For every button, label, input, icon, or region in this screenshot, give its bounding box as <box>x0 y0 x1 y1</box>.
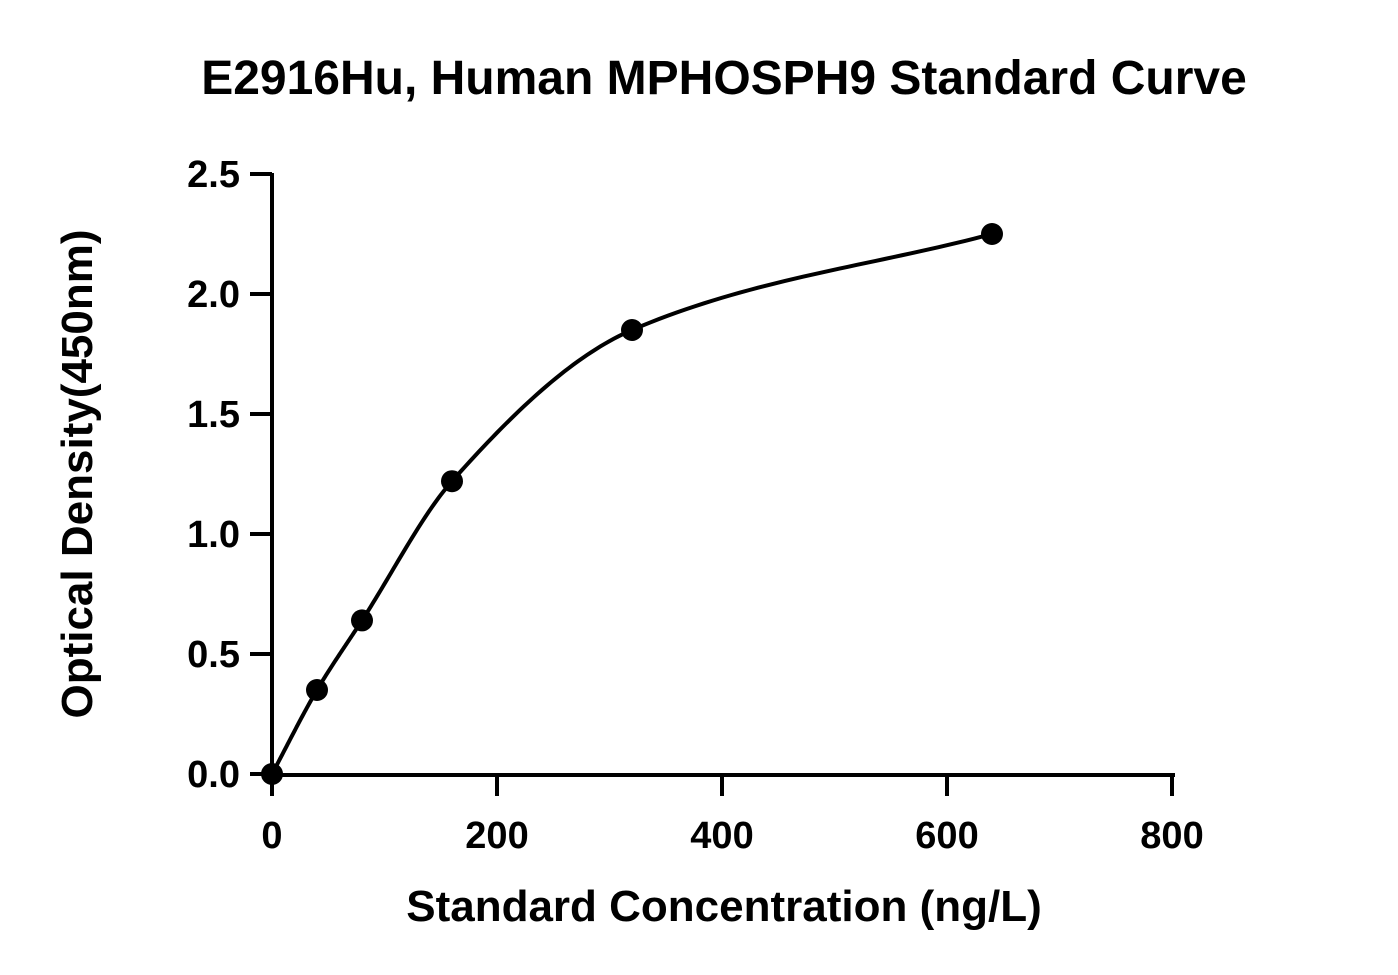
data-point <box>261 763 283 785</box>
data-point <box>441 470 463 493</box>
data-points <box>261 223 1003 785</box>
data-point <box>306 679 328 701</box>
x-tick-label: 200 <box>465 815 528 857</box>
data-point <box>351 609 373 632</box>
y-tick-label: 1.0 <box>187 514 240 556</box>
y-tick-label: 0.0 <box>187 754 240 796</box>
x-tick-label: 800 <box>1140 815 1203 857</box>
x-tick-label: 600 <box>915 815 978 857</box>
x-ticks: 0 200 400 600 800 <box>261 775 1204 857</box>
data-point <box>981 223 1003 245</box>
axes <box>270 173 1175 777</box>
y-tick-label: 0.5 <box>187 634 240 676</box>
fit-curve <box>270 232 993 775</box>
x-tick-label: 400 <box>690 815 753 857</box>
y-tick-label: 2.5 <box>187 154 240 196</box>
y-tick-label: 1.5 <box>187 394 240 436</box>
data-point <box>621 319 643 341</box>
chart-title: E2916Hu, Human MPHOSPH9 Standard Curve <box>201 52 1247 105</box>
y-axis-label: Optical Density(450nm) <box>53 229 102 718</box>
y-tick-label: 2.0 <box>187 274 240 316</box>
x-axis-label: Standard Concentration (ng/L) <box>406 882 1042 931</box>
y-ticks: 0.0 0.5 1.0 1.5 2.0 2.5 <box>187 154 272 796</box>
x-tick-label: 0 <box>261 815 282 857</box>
